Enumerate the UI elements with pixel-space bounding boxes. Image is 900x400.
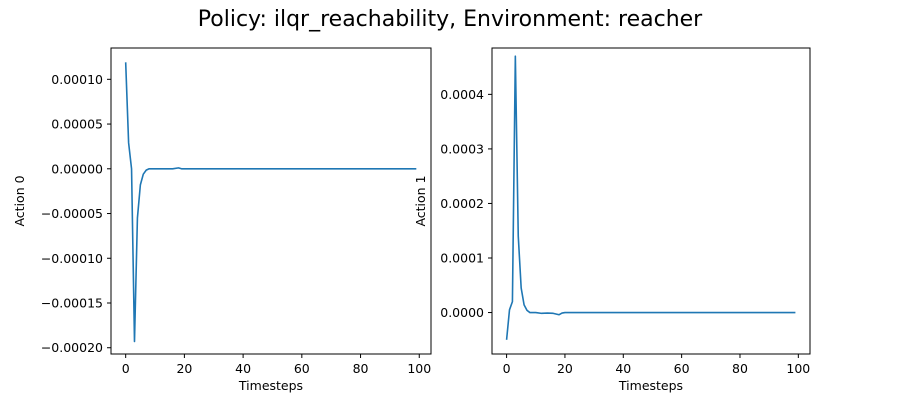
subplot-0: 0 20 40 60 80 100 0.00010 0.00005 0.00000 −0.0000…: [12, 47, 432, 393]
x-tick-label: 100: [786, 361, 810, 376]
x-axis-label: Timesteps: [618, 378, 683, 393]
x-tick-label: 0: [122, 361, 130, 376]
x-tick-label: 20: [557, 361, 573, 376]
y-tick-label: −0.00015: [41, 296, 103, 311]
y-tick-label: 0.0003: [440, 141, 484, 156]
series-line: [505, 55, 796, 340]
y-axis-label: Action 0: [12, 175, 27, 226]
y-axis-label: Action 1: [413, 175, 428, 226]
subplot-1: 0 20 40 60 80 100 0.0004 0.0003 0.0002 0.0001 0.00…: [413, 47, 811, 393]
x-axis-label: Timesteps: [238, 378, 303, 393]
x-tick-label: 60: [674, 361, 690, 376]
x-tick-label: 60: [294, 361, 310, 376]
y-tick-label: 0.0004: [440, 87, 484, 102]
plot-frame: [110, 47, 432, 355]
y-tick-label: 0.0001: [440, 251, 484, 266]
x-tick-label: 40: [235, 361, 251, 376]
x-tick-label: 40: [615, 361, 631, 376]
y-tick-label: −0.00010: [41, 251, 103, 266]
plot-frame: [491, 47, 811, 355]
x-tick-label: 80: [353, 361, 369, 376]
y-tick-label: 0.00010: [51, 72, 103, 87]
subplots: 0 20 40 60 80 1000.000100.000050.00000−0.0000…: [12, 47, 811, 393]
x-tick-label: 100: [407, 361, 431, 376]
y-tick-label: −0.00005: [41, 206, 103, 221]
series-line: [124, 62, 417, 343]
figure-title: Policy: ilqr_reachability, Environment: …: [198, 7, 703, 32]
x-tick-label: 0: [503, 361, 511, 376]
y-tick-label: 0.00000: [51, 161, 103, 176]
y-tick-label: 0.0002: [440, 196, 484, 211]
x-tick-label: 80: [732, 361, 748, 376]
y-tick-label: −0.00020: [41, 340, 103, 355]
y-tick-label: 0.00005: [51, 117, 103, 132]
x-tick-label: 20: [176, 361, 192, 376]
y-tick-label: 0.0000: [440, 305, 484, 320]
